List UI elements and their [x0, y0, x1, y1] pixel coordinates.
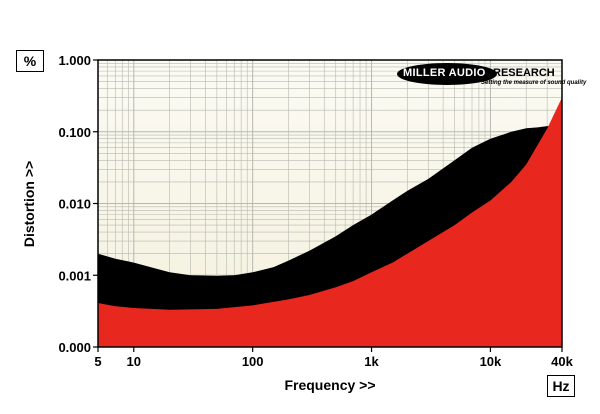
- y-tick-label: 0.100: [58, 125, 91, 140]
- y-tick-label: 0.010: [58, 197, 91, 212]
- y-unit-label: %: [16, 50, 44, 72]
- series-lower-band-area: [98, 97, 562, 347]
- x-tick-label: 100: [242, 354, 264, 369]
- x-unit-label: Hz: [547, 375, 575, 397]
- x-tick-label: 1k: [364, 354, 379, 369]
- series-layer: [98, 97, 562, 347]
- x-tick-label: 10: [127, 354, 141, 369]
- y-axis-label: Distortion >>: [21, 161, 37, 247]
- x-tick-label: 5: [94, 354, 101, 369]
- x-axis-label: Frequency >>: [284, 377, 375, 393]
- logo-oval: [397, 63, 497, 85]
- y-tick-labels: 0.000 0.001 0.010 0.100 1.000: [58, 53, 98, 355]
- y-tick-label: 0.001: [58, 268, 91, 283]
- y-tick-label: 1.000: [58, 53, 91, 68]
- y-tick-label: 0.000: [58, 340, 91, 355]
- miller-audio-research-logo: MILLER AUDIO RESEARCH Setting the measur…: [397, 63, 586, 89]
- logo-tagline: Setting the measure of sound quality: [481, 80, 587, 86]
- x-tick-labels: 5 10 100 1k 10k 40k: [94, 347, 574, 369]
- x-tick-label: 40k: [551, 354, 573, 369]
- x-tick-label: 10k: [480, 354, 502, 369]
- logo-brand-right: RESEARCH: [493, 67, 555, 79]
- logo-brand-left: MILLER AUDIO: [403, 67, 486, 79]
